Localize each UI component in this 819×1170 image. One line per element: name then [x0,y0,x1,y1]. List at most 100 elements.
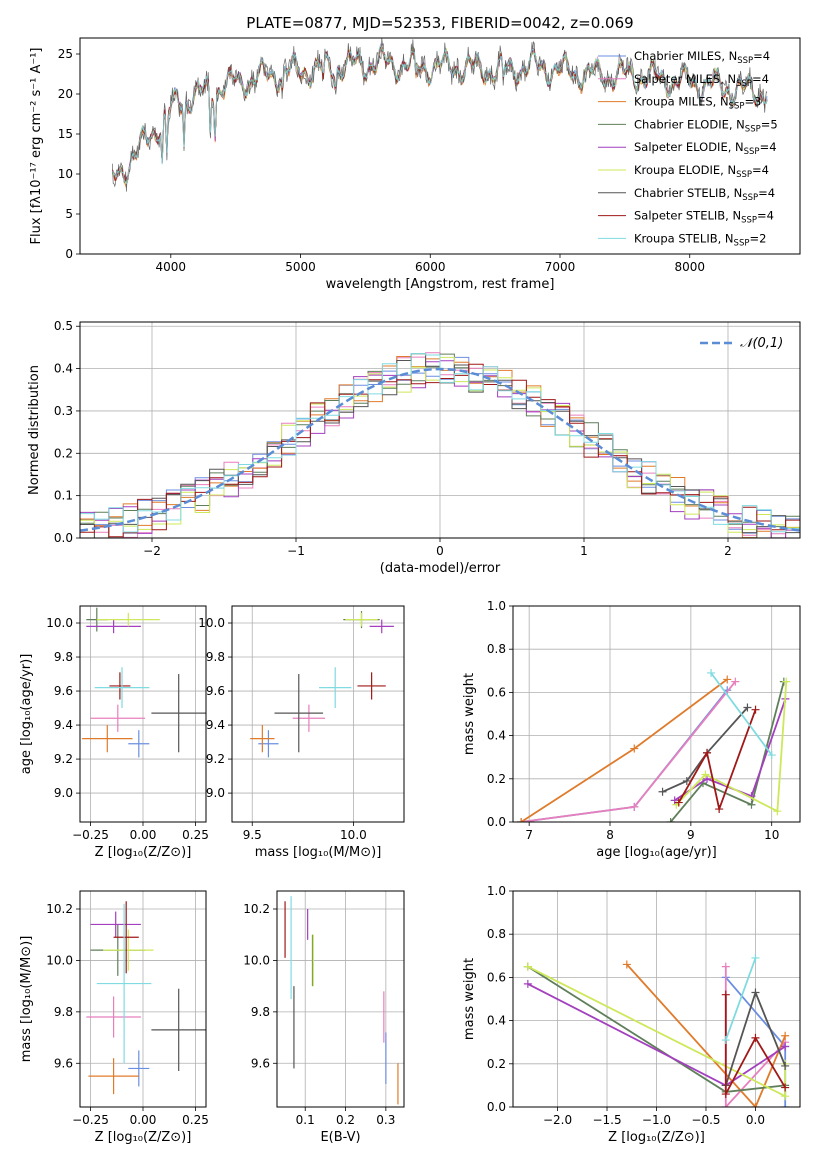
data-point [86,619,141,634]
plot-area [86,901,206,1095]
series-marker [523,979,532,988]
y-tick-label: 0.4 [487,1014,506,1028]
y-tick-label: 9.8 [206,650,225,664]
x-tick-label: 0.25 [182,1113,209,1127]
y-axis-label: mass weight [462,958,477,1040]
series-line [677,709,757,813]
y-tick-label: 9.6 [251,1056,270,1070]
series-marker [781,1061,790,1070]
series-marker [723,675,732,684]
series-line [724,994,786,1095]
data-point [345,612,378,627]
x-tick-label: 7 [525,828,533,842]
chart-panel-1: 4000 5000 6000 7000 8000 0 5 10 15 20 25 wavelength… [29,37,801,292]
legend-entry: Kroupa ELODIE, NSSP=4 [634,163,769,180]
series-marker [701,770,710,779]
axes-frame [231,605,405,823]
data-point [128,1050,150,1087]
axes-frame [276,890,405,1108]
series-line [675,681,788,813]
series-line [724,957,757,1041]
series-marker [743,703,752,712]
data-point [250,725,275,753]
y-axis-label: mass weight [462,673,477,755]
x-tick-label: 0.0 [746,1113,765,1127]
series-marker [751,1103,760,1107]
series-marker [781,1031,790,1040]
series-marker [781,1092,790,1101]
y-axis-label: age [log₁₀(age/yr)] [19,654,34,775]
plot-area [82,607,206,758]
plot-area [80,352,800,538]
y-tick-label: 0.3 [54,404,73,418]
x-tick-label: 9.5 [243,828,262,842]
y-tick-label: 9.6 [206,684,225,698]
x-axis-label: Z [log₁₀(Z/Z⊙)] [95,845,192,860]
y-tick-label: 10.2 [243,902,270,916]
plot-area [111,38,768,192]
y-tick-label: 9.6 [54,1056,73,1070]
series-marker [674,798,683,807]
x-tick-label: 0 [436,544,444,558]
x-tick-label: 0.3 [376,1113,395,1127]
x-tick-label: 7000 [545,260,576,274]
series-line [710,672,773,756]
data-point [292,704,326,732]
x-tick-label: −0.25 [72,1113,109,1127]
x-axis-label: E(B-V) [320,1130,360,1145]
legend-entry: Chabrier STELIB, NSSP=4 [634,186,775,203]
data-point [369,619,394,634]
series-line [626,963,787,1107]
y-tick-label: 9.2 [206,752,225,766]
y-tick-label: 9.8 [54,650,73,664]
y-tick-label: 0.4 [487,729,506,743]
x-axis-label: mass [log₁₀(M/M⊙)] [255,845,382,860]
y-tick-label: 10 [58,167,73,181]
y-tick-label: 0 [65,247,73,261]
data-point [258,730,279,758]
y-tick-label: 0.2 [54,446,73,460]
x-tick-label: −0.25 [72,828,109,842]
x-tick-label: −1.0 [642,1113,671,1127]
legend-entry: 𝒩(0,1) [740,336,783,351]
data-point [128,730,150,758]
legend: Chabrier MILES, NSSP=4 Salpeter MILES, NS… [598,49,778,248]
y-tick-label: 10.0 [198,616,225,630]
plot-area [523,953,790,1107]
y-tick-label: 0.0 [54,531,73,545]
x-axis-label: (data-model)/error [380,561,501,576]
y-tick-label: 9.0 [206,786,225,800]
legend-entry: Salpeter STELIB, NSSP=4 [634,209,774,226]
y-tick-label: 1.0 [487,599,506,613]
y-tick-label: 0.1 [54,489,73,503]
x-tick-label: 0.00 [130,828,157,842]
x-tick-label: −2.0 [543,1113,572,1127]
y-tick-label: 5 [65,207,73,221]
series-marker [781,1042,790,1051]
plot-area [517,668,791,822]
y-tick-label: 20 [58,87,73,101]
axes-frame [512,605,801,823]
series-marker [751,953,760,962]
data-point [96,903,152,1064]
series-line [662,706,749,793]
y-tick-label: 15 [58,127,73,141]
y-tick-label: 0.4 [54,362,73,376]
spectrum-line [111,44,768,182]
series-marker [721,1103,730,1107]
normal-curve [80,367,800,532]
y-tick-label: 9.8 [251,1005,270,1019]
y-tick-label: 9.8 [54,1005,73,1019]
x-tick-label: 8000 [674,260,705,274]
x-tick-label: 0.1 [296,1113,315,1127]
x-tick-label: −1.5 [592,1113,621,1127]
figure-title: PLATE=0877, MJD=52353, FIBERID=0042, z=0… [246,14,633,32]
series-marker [658,787,667,796]
y-tick-label: 9.4 [206,718,225,732]
x-tick-label: 0.25 [182,828,209,842]
series-marker [630,744,639,753]
x-axis-label: Z [log₁₀(Z/Z⊙)] [608,1130,705,1145]
chart-panel-8: −2.0 −1.5 −1.0 −0.5 0.0 0.0 0.2 0.4 0.6 0.8 1.0 Z [… [462,884,801,1145]
y-axis-label: Flux [fλ10⁻¹⁷ erg cm⁻² s⁻¹ A⁻¹] [29,48,44,245]
x-tick-label: 5000 [285,260,316,274]
